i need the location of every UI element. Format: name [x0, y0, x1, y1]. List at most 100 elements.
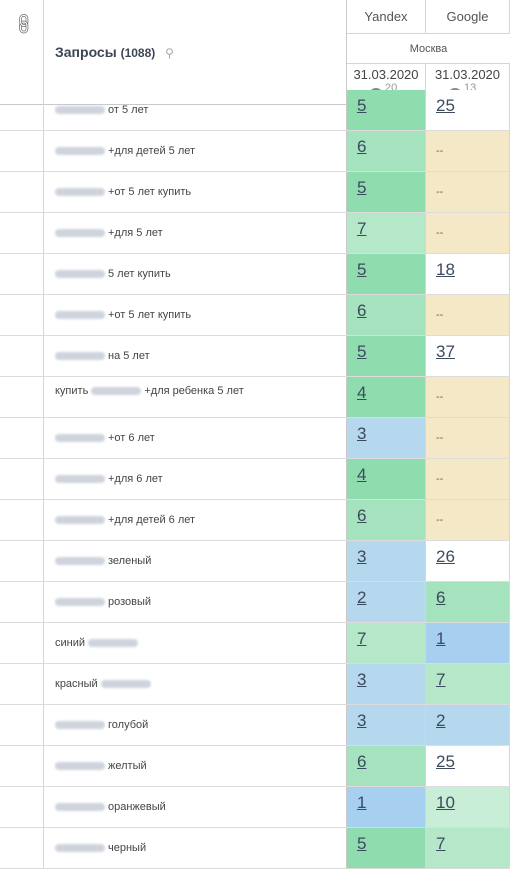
- google-position-cell: --: [426, 459, 510, 499]
- position-link[interactable]: 7: [357, 219, 367, 238]
- position-link[interactable]: 3: [357, 547, 367, 566]
- redacted-brand: [55, 803, 105, 812]
- no-position: --: [436, 227, 444, 239]
- row-link-cell[interactable]: [0, 828, 44, 868]
- google-position-cell: 25: [426, 746, 510, 786]
- position-link[interactable]: 7: [436, 834, 446, 853]
- row-link-cell[interactable]: [0, 172, 44, 212]
- magnifier-icon[interactable]: ⚲: [165, 46, 174, 60]
- yandex-position-cell: 3: [347, 541, 426, 581]
- row-link-cell[interactable]: [0, 459, 44, 499]
- position-link[interactable]: 7: [357, 629, 367, 648]
- google-position-cell: 18: [426, 254, 510, 294]
- no-position: --: [436, 309, 444, 321]
- yandex-position-cell: 5: [347, 90, 426, 130]
- redacted-brand: [55, 721, 105, 730]
- query-text: голубой: [55, 719, 255, 731]
- position-link[interactable]: 18: [436, 260, 455, 279]
- position-link[interactable]: 1: [357, 793, 367, 812]
- table-row: +для 5 лет 7 --: [0, 213, 510, 254]
- query-suffix: от 5 лет: [108, 104, 149, 116]
- row-link-cell[interactable]: [0, 336, 44, 376]
- google-position-cell: --: [426, 418, 510, 458]
- yandex-position-cell: 5: [347, 172, 426, 212]
- row-link-cell[interactable]: [0, 623, 44, 663]
- query-suffix: +для 5 лет: [108, 227, 163, 239]
- position-link[interactable]: 6: [357, 301, 367, 320]
- row-link-cell[interactable]: [0, 787, 44, 827]
- row-link-cell[interactable]: [0, 295, 44, 335]
- position-link[interactable]: 5: [357, 834, 367, 853]
- position-link[interactable]: 6: [436, 588, 446, 607]
- redacted-brand: [55, 844, 105, 853]
- google-position-cell: --: [426, 172, 510, 212]
- table-row: зеленый 3 26: [0, 541, 510, 582]
- no-position: --: [436, 186, 444, 198]
- table-row: +от 6 лет 3 --: [0, 418, 510, 459]
- position-link[interactable]: 6: [357, 137, 367, 156]
- row-link-cell[interactable]: [0, 377, 44, 417]
- row-link-cell[interactable]: [0, 418, 44, 458]
- redacted-brand: [55, 188, 105, 197]
- google-position-cell: 10: [426, 787, 510, 827]
- row-link-cell[interactable]: [0, 664, 44, 704]
- position-link[interactable]: 7: [436, 670, 446, 689]
- query-prefix: купить: [55, 385, 92, 397]
- row-link-cell[interactable]: [0, 541, 44, 581]
- row-link-cell[interactable]: [0, 746, 44, 786]
- link-column-header[interactable]: 🔗︎: [0, 0, 44, 105]
- engine-header-yandex[interactable]: Yandex: [347, 0, 426, 34]
- table-row: розовый 2 6: [0, 582, 510, 623]
- query-cell: +от 5 лет купить: [44, 295, 347, 335]
- row-link-cell[interactable]: [0, 213, 44, 253]
- date-label: 31.03.2020: [434, 67, 501, 82]
- position-link[interactable]: 1: [436, 629, 446, 648]
- yandex-position-cell: 3: [347, 664, 426, 704]
- row-link-cell[interactable]: [0, 254, 44, 294]
- row-link-cell[interactable]: [0, 500, 44, 540]
- yandex-position-cell: 7: [347, 213, 426, 253]
- row-link-cell[interactable]: [0, 90, 44, 130]
- query-cell: от 5 лет: [44, 90, 347, 130]
- city-header: Москва: [347, 34, 510, 64]
- table-row: 5 лет купить 5 18: [0, 254, 510, 295]
- row-link-cell[interactable]: [0, 582, 44, 622]
- position-link[interactable]: 5: [357, 96, 367, 115]
- yandex-position-cell: 1: [347, 787, 426, 827]
- position-link[interactable]: 5: [357, 260, 367, 279]
- query-suffix: голубой: [108, 719, 149, 731]
- row-link-cell[interactable]: [0, 131, 44, 171]
- yandex-position-cell: 3: [347, 705, 426, 745]
- query-cell: оранжевый: [44, 787, 347, 827]
- position-link[interactable]: 37: [436, 342, 455, 361]
- engine-header-google[interactable]: Google: [426, 0, 510, 34]
- query-text: +для детей 6 лет: [55, 514, 255, 526]
- position-link[interactable]: 6: [357, 752, 367, 771]
- position-link[interactable]: 5: [357, 178, 367, 197]
- redacted-brand: [55, 557, 105, 566]
- position-link[interactable]: 3: [357, 424, 367, 443]
- row-link-cell[interactable]: [0, 705, 44, 745]
- position-link[interactable]: 2: [436, 711, 446, 730]
- query-count: (1088): [120, 46, 156, 60]
- query-cell: +для 6 лет: [44, 459, 347, 499]
- position-link[interactable]: 26: [436, 547, 455, 566]
- redacted-brand: [55, 434, 105, 443]
- position-link[interactable]: 5: [357, 342, 367, 361]
- query-cell: 5 лет купить: [44, 254, 347, 294]
- position-link[interactable]: 25: [436, 96, 455, 115]
- query-suffix: на 5 лет: [108, 350, 150, 362]
- position-link[interactable]: 10: [436, 793, 455, 812]
- position-link[interactable]: 4: [357, 465, 367, 484]
- position-link[interactable]: 3: [357, 711, 367, 730]
- query-suffix: желтый: [108, 760, 147, 772]
- no-position: --: [436, 473, 444, 485]
- position-link[interactable]: 3: [357, 670, 367, 689]
- position-link[interactable]: 2: [357, 588, 367, 607]
- query-cell: желтый: [44, 746, 347, 786]
- no-position: --: [436, 432, 444, 444]
- position-link[interactable]: 4: [357, 383, 367, 402]
- query-suffix: +от 5 лет купить: [108, 186, 192, 198]
- position-link[interactable]: 6: [357, 506, 367, 525]
- position-link[interactable]: 25: [436, 752, 455, 771]
